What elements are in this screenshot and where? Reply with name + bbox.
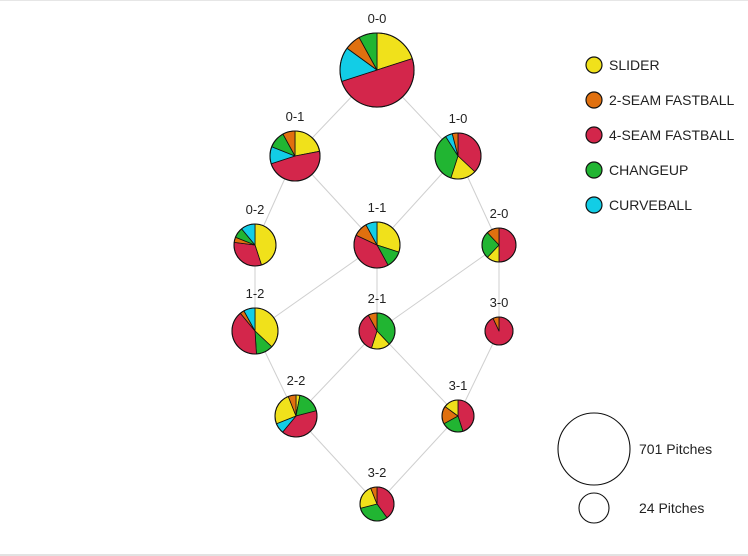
pie-1-1[interactable] xyxy=(353,221,401,269)
count-label: 2-1 xyxy=(368,291,387,306)
count-label: 2-2 xyxy=(287,373,306,388)
legend-item-curveball: CURVEBALL xyxy=(585,196,692,214)
legend-swatch xyxy=(585,126,603,144)
size-legend-label: 24 Pitches xyxy=(639,500,704,516)
count-pies xyxy=(231,32,517,522)
pie-3-1[interactable] xyxy=(441,399,475,433)
size-legend-item: 24 Pitches xyxy=(578,492,704,524)
legend-swatch xyxy=(585,161,603,179)
pie-outline xyxy=(484,316,514,346)
transition-line xyxy=(376,415,459,505)
pie-slice-four-seam xyxy=(498,227,517,263)
legend-label: 4-SEAM FASTBALL xyxy=(609,127,734,143)
count-label: 0-1 xyxy=(286,109,305,124)
legend-item-changeup: CHANGEUP xyxy=(585,161,688,179)
count-label: 0-0 xyxy=(368,11,387,26)
pie-outline xyxy=(359,486,395,522)
count-label: 0-2 xyxy=(246,202,265,217)
pie-3-2[interactable] xyxy=(359,486,395,522)
legend-label: SLIDER xyxy=(609,57,660,73)
count-label: 2-0 xyxy=(490,206,509,221)
count-labels: 0-0 0-1 1-0 0-2 1-1 2-0 1-2 2-1 3-0 2-2 3-1 3-2 xyxy=(246,11,509,480)
pie-2-0[interactable] xyxy=(481,227,517,263)
pie-outline xyxy=(481,227,517,263)
legend-swatch xyxy=(585,56,603,74)
legend-swatch xyxy=(585,91,603,109)
pitch-type-legend: SLIDER 2-SEAM FASTBALL 4-SEAM FASTBALL CHAN… xyxy=(585,56,734,214)
count-label: 1-1 xyxy=(368,200,387,215)
pie-outline xyxy=(231,307,279,355)
pie-1-2[interactable] xyxy=(231,307,279,355)
pie-outline xyxy=(269,130,321,182)
legend-swatch xyxy=(585,196,603,214)
pie-2-2[interactable] xyxy=(274,394,318,438)
pie-0-0[interactable] xyxy=(339,32,415,108)
pie-1-0[interactable] xyxy=(434,132,482,180)
count-label: 3-2 xyxy=(368,465,387,480)
size-legend-item: 701 Pitches xyxy=(557,412,712,486)
pie-outline xyxy=(353,221,401,269)
pie-outline xyxy=(441,399,475,433)
legend-label: CHANGEUP xyxy=(609,162,688,178)
size-legend-label: 701 Pitches xyxy=(639,441,712,457)
legend-label: CURVEBALL xyxy=(609,197,692,213)
pie-0-2[interactable] xyxy=(233,223,277,267)
size-legend-circle xyxy=(557,412,631,486)
transition-line xyxy=(376,244,500,332)
legend-label: 2-SEAM FASTBALL xyxy=(609,92,734,108)
pie-outline xyxy=(434,132,482,180)
pie-outline xyxy=(358,312,396,350)
pie-2-1[interactable] xyxy=(358,312,396,350)
count-label: 1-0 xyxy=(449,111,468,126)
size-legend: 701 Pitches 24 Pitches xyxy=(557,412,712,524)
legend-item-four-seam: 4-SEAM FASTBALL xyxy=(585,126,734,144)
pie-outline xyxy=(233,223,277,267)
transition-line xyxy=(254,244,378,332)
pie-outline xyxy=(274,394,318,438)
count-label: 3-0 xyxy=(490,295,509,310)
pie-3-0[interactable] xyxy=(484,316,514,346)
legend-item-two-seam: 2-SEAM FASTBALL xyxy=(585,91,734,109)
count-label: 3-1 xyxy=(449,378,468,393)
count-label: 1-2 xyxy=(246,286,265,301)
pie-outline xyxy=(339,32,415,108)
transition-line xyxy=(376,330,459,417)
pie-0-1[interactable] xyxy=(269,130,321,182)
legend-item-slider: SLIDER xyxy=(585,56,660,74)
size-legend-circle xyxy=(578,492,610,524)
